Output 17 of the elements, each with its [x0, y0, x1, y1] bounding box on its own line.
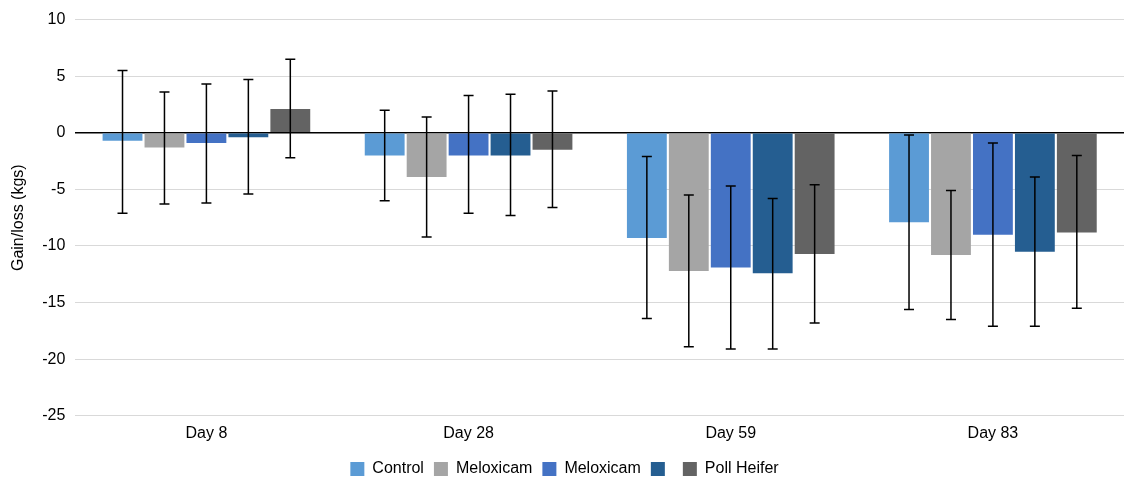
- x-tick-label: Day 8: [185, 423, 228, 441]
- y-tick-label: -20: [42, 349, 66, 367]
- y-tick-label: -10: [42, 236, 66, 254]
- y-tick-label: 10: [47, 10, 66, 28]
- y-tick-label: -15: [42, 293, 66, 311]
- legend-label: Control: [372, 459, 424, 477]
- x-tick-label: Day 59: [705, 423, 757, 441]
- y-tick-label: 5: [56, 66, 66, 84]
- y-tick-label: -5: [51, 179, 66, 197]
- legend-label: Meloxicam: [455, 459, 533, 477]
- legend-label: Poll Heifer: [704, 459, 780, 477]
- x-tick-label: Day 28: [443, 423, 495, 441]
- x-tick-label: Day 83: [967, 423, 1019, 441]
- y-tick-label: 0: [56, 123, 66, 141]
- y-axis-title: Gain/loss (kgs): [9, 164, 27, 272]
- y-tick-label: -25: [42, 406, 66, 424]
- legend-label: Meloxicam: [564, 459, 641, 477]
